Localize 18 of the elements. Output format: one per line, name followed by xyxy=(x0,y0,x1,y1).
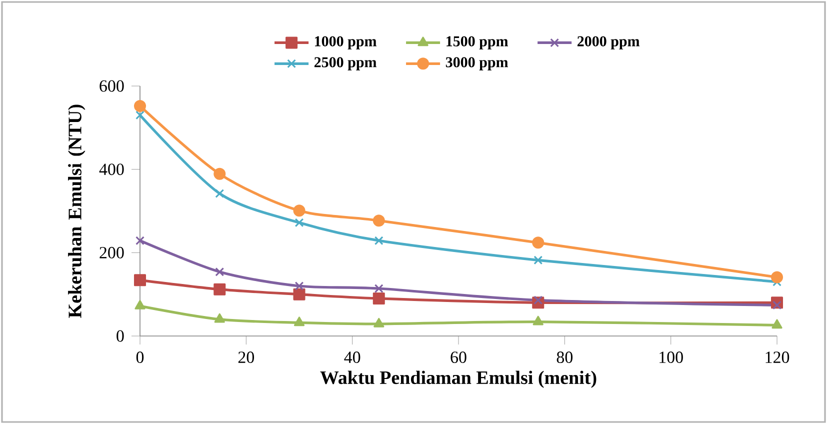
y-tick-label: 200 xyxy=(100,246,124,258)
x-tick-label: 40 xyxy=(344,352,360,364)
y-tick-label: 600 xyxy=(100,80,124,92)
y-tick-label: 400 xyxy=(99,164,124,176)
legend-label: 3000 ppm xyxy=(446,57,508,70)
legend-label: 2000 ppm xyxy=(577,36,640,50)
legend-label: 1000 ppm xyxy=(315,36,377,50)
y-tick-label: 0 xyxy=(116,330,124,342)
x-tick-label: 60 xyxy=(450,352,466,364)
x-tick-label: 20 xyxy=(238,352,254,364)
x-tick-label: 80 xyxy=(556,352,573,364)
x-tick-label: 100 xyxy=(660,352,683,364)
x-axis-title: Waktu Pendiaman Emulsi (menit) xyxy=(320,370,596,388)
x-tick-label: 0 xyxy=(136,352,144,364)
legend-label: 2500 ppm xyxy=(314,57,377,70)
x-tick-label: 120 xyxy=(766,352,790,364)
y-axis-title: Kekeruhan Emulsi (NTU) xyxy=(68,104,86,318)
legend-label: 1500 ppm xyxy=(446,36,508,50)
